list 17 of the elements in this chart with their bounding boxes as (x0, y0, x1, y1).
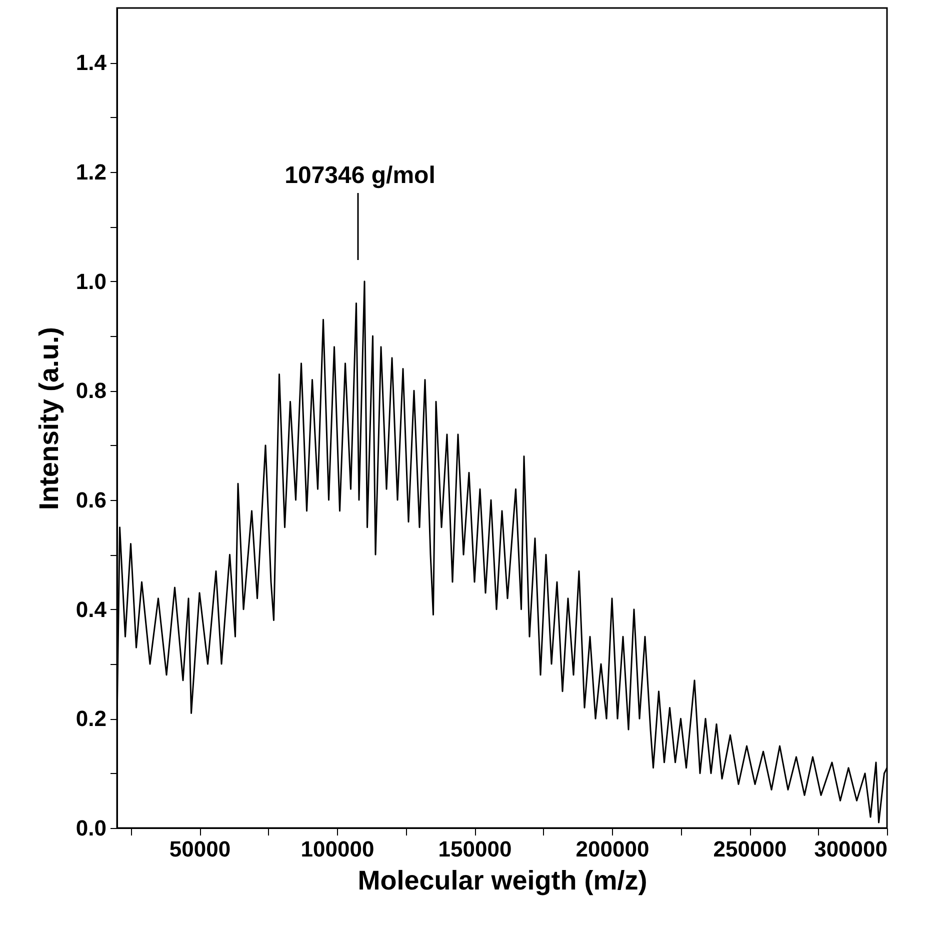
x-tick-label: 200000 (576, 836, 650, 862)
x-tick-label: 50000 (169, 836, 231, 862)
x-tick-label: 250000 (713, 836, 787, 862)
y-tick-label: 0.4 (76, 596, 108, 622)
y-tick-label: 1.0 (76, 268, 106, 294)
x-tick-label: 100000 (300, 836, 374, 862)
x-tick-label: 150000 (438, 836, 512, 862)
x-tick-label: 300000 (814, 836, 888, 862)
y-tick-label: 0.0 (76, 816, 106, 840)
y-tick-label: 0.2 (76, 706, 106, 732)
y-tick-label: 0.6 (76, 488, 106, 512)
y-tick-label: 0.8 (76, 378, 106, 404)
x-axis-title: Molecular weigth (m/z) (358, 866, 648, 896)
y-axis-title: Intensity (a.u.) (34, 326, 64, 510)
y-tick-label: 1.2 (76, 160, 106, 184)
annotation: 107346 g/mol (284, 162, 436, 189)
y-tick-label: 1.4 (76, 50, 108, 76)
